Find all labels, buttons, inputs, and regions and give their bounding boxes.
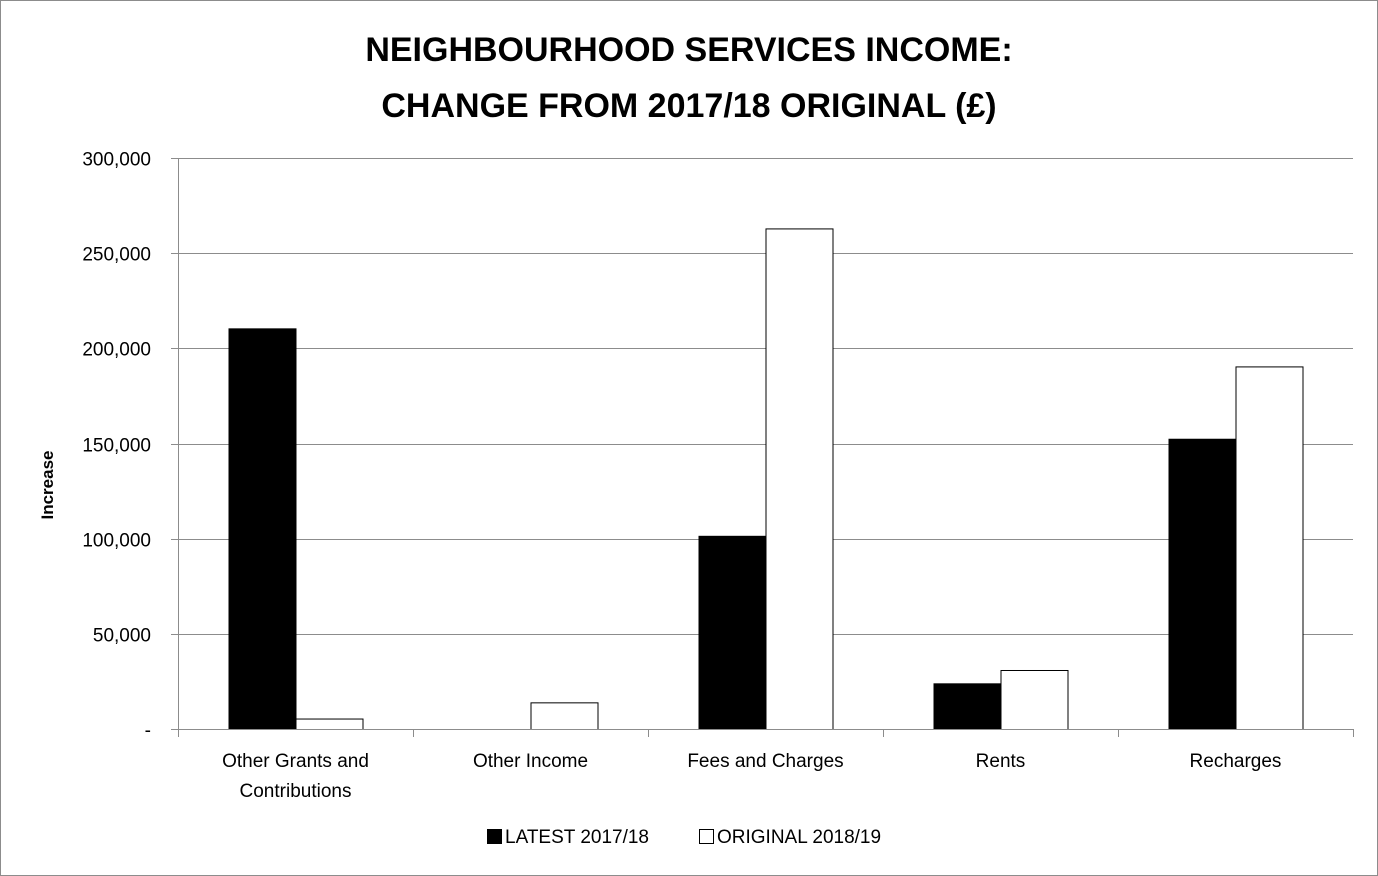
x-axis-labels: Other Grants and Contributions Other Incom…: [222, 751, 1281, 802]
x-category-label: Fees and Charges: [687, 751, 843, 772]
bars: [228, 228, 1304, 731]
y-axis-title: Increase: [38, 451, 57, 520]
y-tick-label: 300,000: [82, 150, 151, 171]
legend-label-original: ORIGINAL 2018/19: [717, 827, 881, 848]
legend-swatch-latest: [487, 829, 502, 844]
x-category-label: Other Grants and: [222, 751, 369, 772]
bar-original: [765, 228, 834, 730]
y-tick-label: 150,000: [82, 436, 151, 457]
bar-original: [295, 718, 364, 731]
chart-title-line-2: CHANGE FROM 2017/18 ORIGINAL (£): [381, 87, 996, 125]
x-category-label: Recharges: [1190, 751, 1282, 772]
bar-original: [1235, 366, 1304, 730]
bar-latest: [933, 683, 1002, 731]
legend-label-latest: LATEST 2017/18: [505, 827, 649, 848]
bar-latest: [228, 328, 297, 730]
bar-original: [530, 702, 599, 730]
y-tick-label: 100,000: [82, 531, 151, 552]
bar-latest: [698, 535, 767, 730]
x-category-label: Rents: [976, 751, 1026, 772]
y-tick-label: 200,000: [82, 340, 151, 361]
axes: [178, 158, 1354, 737]
x-category-label: Other Income: [473, 751, 588, 772]
legend: LATEST 2017/18 ORIGINAL 2018/19: [487, 827, 881, 848]
bar-latest: [1168, 438, 1237, 730]
legend-swatch-original: [699, 829, 714, 844]
x-category-label: Contributions: [240, 781, 352, 802]
y-tick-label: 50,000: [93, 626, 151, 647]
y-tick-label: -: [145, 721, 151, 742]
chart-title-line-1: NEIGHBOURHOOD SERVICES INCOME:: [365, 31, 1012, 69]
y-tick-label: 250,000: [82, 245, 151, 266]
y-axis-ticks: - 50,000 100,000 150,000 200,000 250,000 300,0…: [82, 150, 178, 742]
bar-original: [1000, 669, 1069, 730]
